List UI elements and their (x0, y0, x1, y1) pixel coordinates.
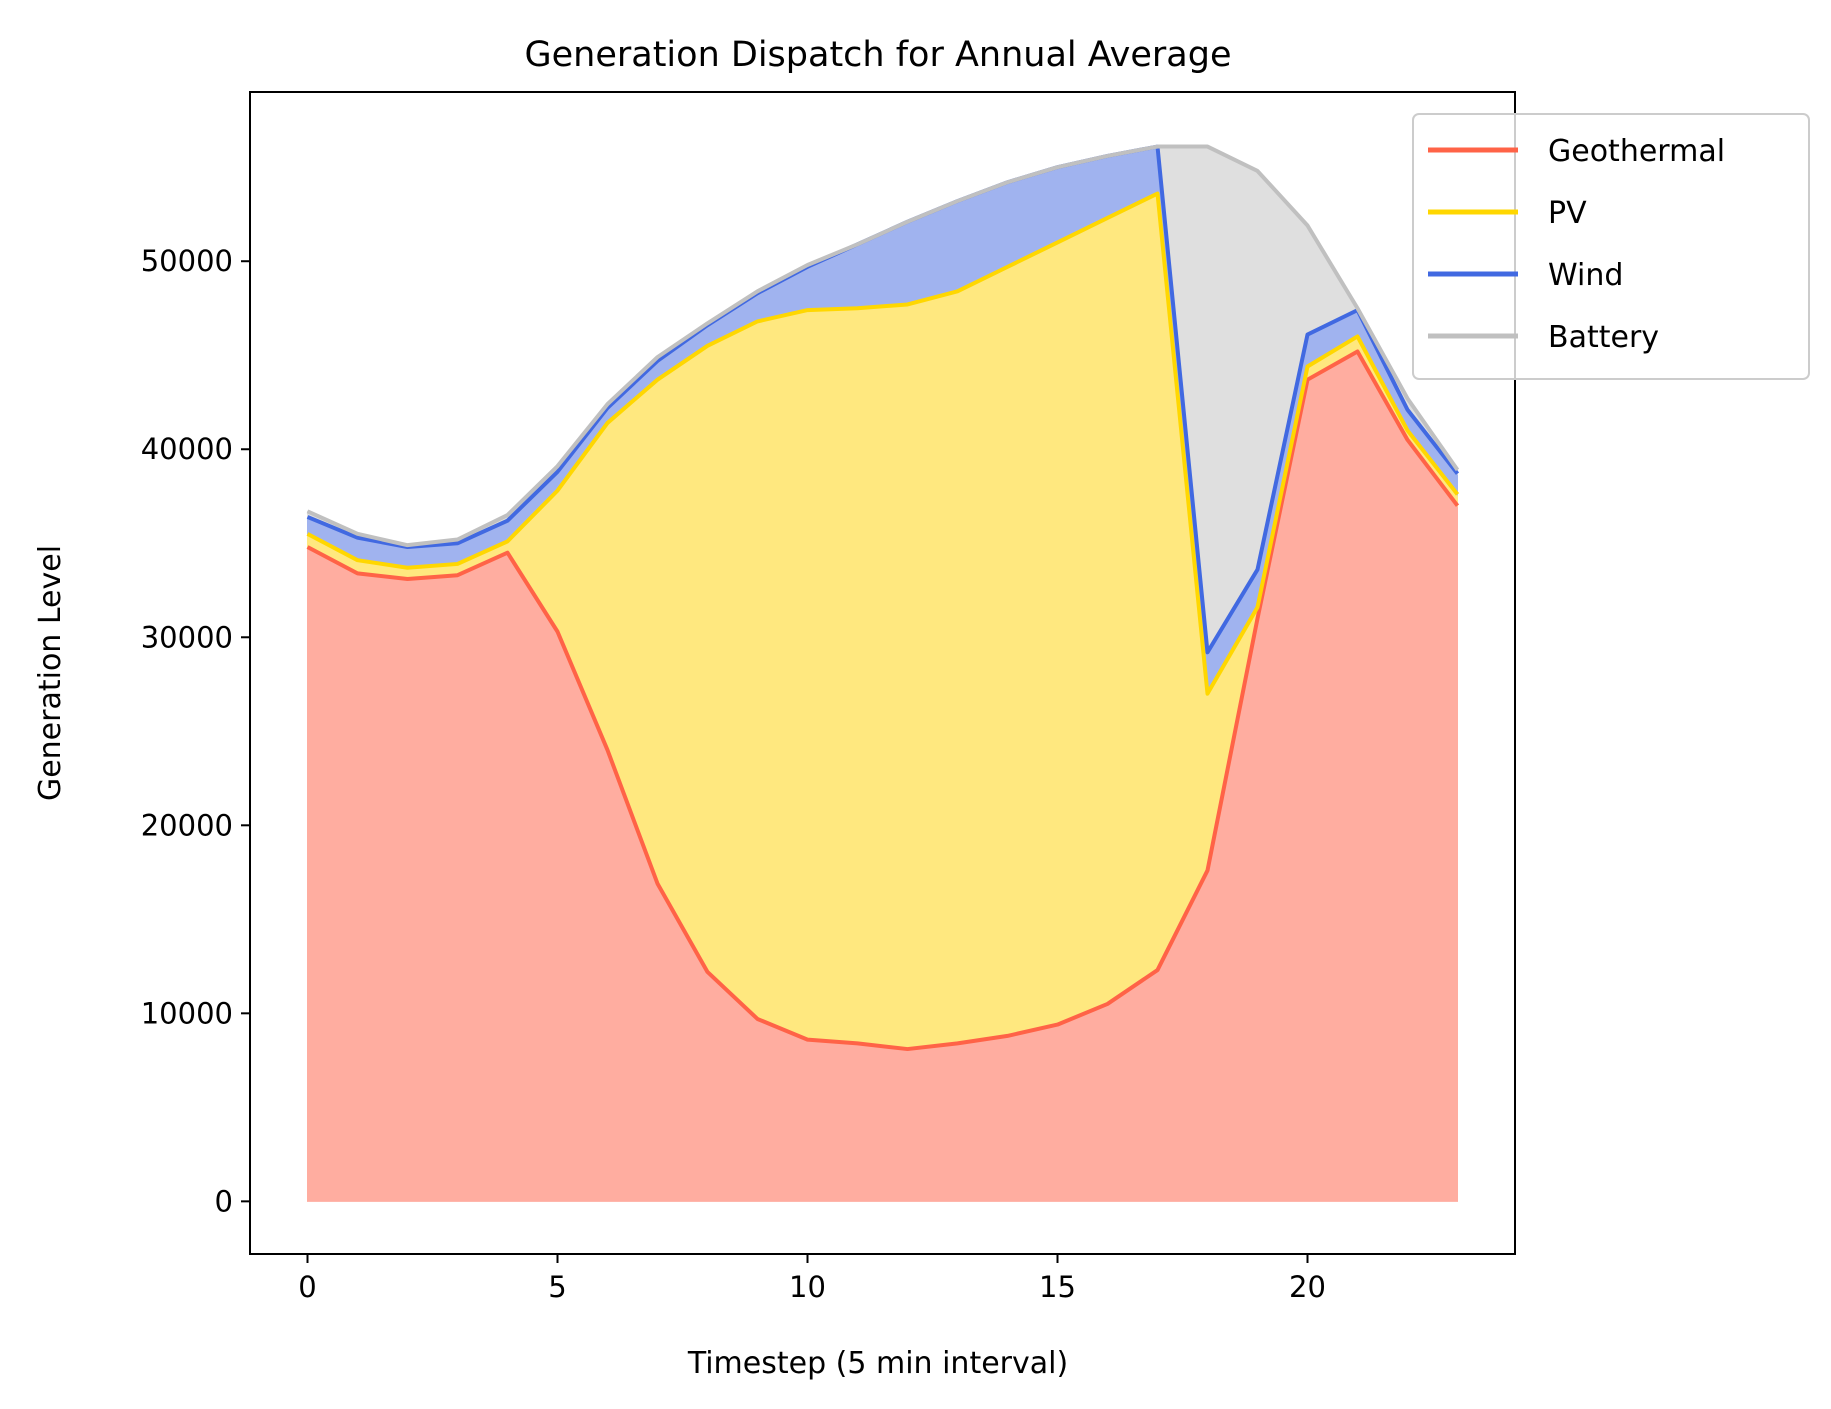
series-lines (306, 144, 1460, 1052)
legend-label-wind: Wind (1548, 258, 1623, 293)
legend-box (1412, 113, 1810, 380)
x-axis-label: Timestep (5 min interval) (687, 1346, 1068, 1381)
legend-label-pv: PV (1548, 196, 1587, 231)
y-tick-label: 10000 (141, 996, 233, 1030)
y-tick-label: 20000 (141, 808, 233, 842)
y-tick-label: 50000 (141, 244, 233, 278)
y-tick-label: 30000 (141, 620, 233, 654)
x-tick-label: 20 (1289, 1270, 1326, 1304)
y-tick-label: 40000 (141, 432, 233, 466)
y-tick-label: 0 (215, 1184, 233, 1218)
x-tick-label: 15 (1039, 1270, 1076, 1304)
y-axis-ticks: 0 10000 20000 30000 40000 50000 (141, 244, 250, 1218)
geothermal-line (306, 349, 1460, 1052)
x-tick-label: 5 (548, 1270, 566, 1304)
x-tick-label: 0 (298, 1270, 316, 1304)
legend-label-geothermal: Geothermal (1548, 134, 1725, 169)
x-tick-label: 10 (789, 1270, 826, 1304)
battery-line (306, 144, 1460, 548)
chart-title: Generation Dispatch for Annual Average (525, 35, 1232, 75)
plot-frame (249, 91, 1516, 1255)
legend: Geothermal PV Wind Battery (1412, 113, 1810, 380)
y-axis-label: Generation Level (33, 545, 68, 801)
legend-label-battery: Battery (1548, 320, 1659, 355)
x-axis-ticks: 0 5 10 15 20 (298, 1254, 1326, 1304)
pv-line (306, 191, 1460, 696)
